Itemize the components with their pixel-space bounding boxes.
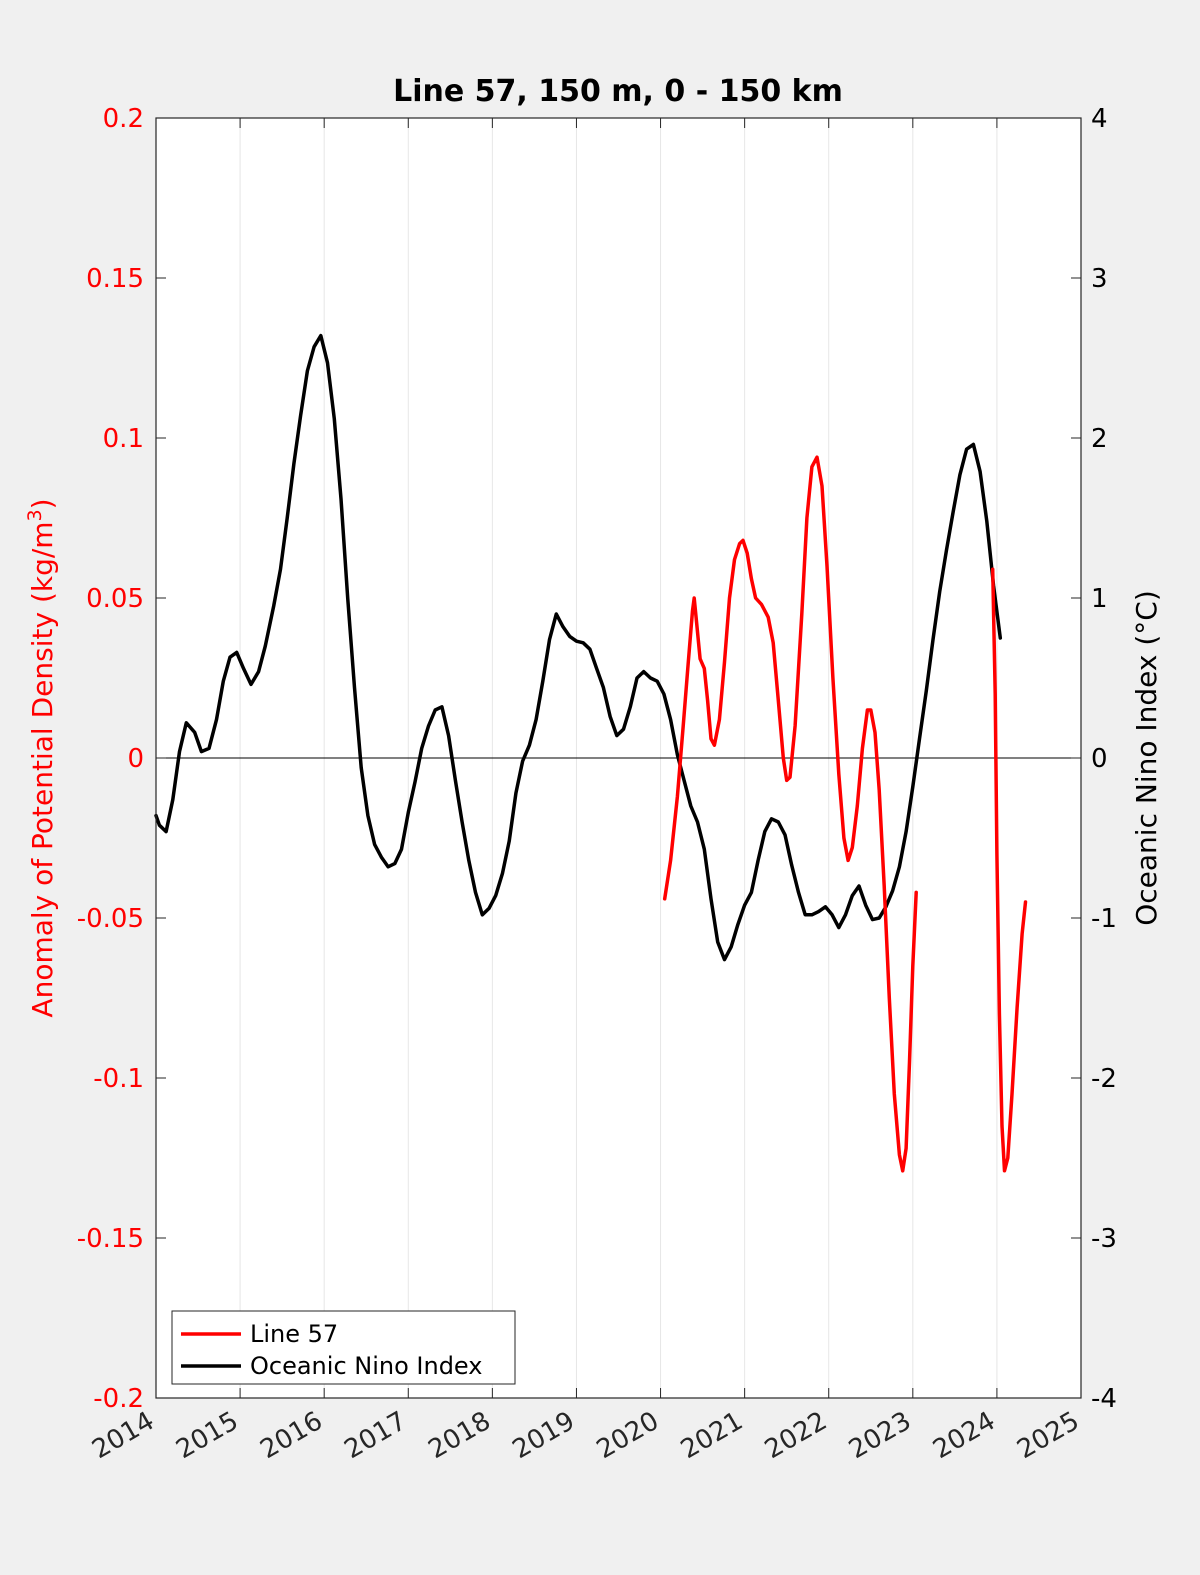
right-y-tick-label: 0: [1091, 744, 1108, 774]
x-tick-label: 2024: [928, 1406, 1000, 1465]
left-y-tick-label: 0: [127, 744, 144, 774]
series-layer: [154, 333, 1028, 1173]
legend-label-line-57: Line 57: [250, 1320, 338, 1348]
right-y-tick-label: -2: [1091, 1064, 1117, 1094]
x-tick-label: 2014: [87, 1406, 159, 1465]
left-y-tick-label: -0.1: [93, 1064, 144, 1094]
right-y-tick-label: -1: [1091, 904, 1117, 934]
x-tick-label: 2018: [424, 1406, 496, 1465]
right-y-tick-label: 4: [1091, 104, 1108, 134]
legend-label-oni: Oceanic Nino Index: [250, 1352, 482, 1380]
x-tick-label: 2016: [255, 1406, 327, 1465]
oni-series-line: [154, 333, 1003, 962]
line-57-series-line: [990, 567, 1028, 1173]
right-y-tick-label: 2: [1091, 424, 1108, 454]
left-y-tick-label: -0.15: [77, 1224, 144, 1254]
x-tick-label: 2021: [676, 1406, 748, 1465]
left-y-tick-label: -0.2: [93, 1384, 144, 1414]
right-axis-label: Oceanic Nino Index (°C): [1130, 590, 1163, 926]
x-tick-label: 2015: [171, 1406, 243, 1465]
left-y-tick-label: 0.1: [103, 424, 144, 454]
right-y-tick-label: -4: [1091, 1384, 1117, 1414]
x-tick-label: 2019: [508, 1406, 580, 1465]
right-y-tick-label: -3: [1091, 1224, 1117, 1254]
legend: Line 57 Oceanic Nino Index: [171, 1310, 516, 1385]
left-y-tick-label: 0.2: [103, 104, 144, 134]
left-y-tick-label: 0.15: [86, 264, 144, 294]
x-tick-label: 2020: [592, 1406, 664, 1465]
left-y-tick-label: -0.05: [77, 904, 144, 934]
right-y-tick-label: 3: [1091, 264, 1108, 294]
x-tick-label: 2023: [844, 1406, 916, 1465]
chart-title: Line 57, 150 m, 0 - 150 km: [393, 74, 843, 109]
legend-box: [171, 1310, 516, 1385]
left-axis-label: Anomaly of Potential Density (kg/m3): [24, 498, 59, 1017]
left-y-tick-label: 0.05: [86, 584, 144, 614]
x-tick-label: 2017: [339, 1406, 411, 1465]
x-tick-label: 2025: [1012, 1406, 1084, 1465]
right-y-tick-label: 1: [1091, 584, 1108, 614]
tick-labels: 2014 2015 2016 2017 2018 2019 2020 2021 2022 2023…: [77, 104, 1117, 1465]
line-57-series-line: [662, 455, 918, 1173]
axis-ticks: [155, 117, 1082, 1399]
x-tick-label: 2022: [760, 1406, 832, 1465]
